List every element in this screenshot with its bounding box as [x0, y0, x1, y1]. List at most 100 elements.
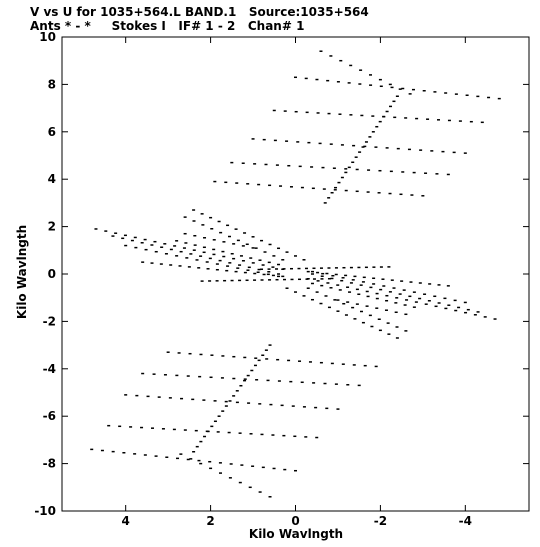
- uv-point: [465, 94, 469, 97]
- uv-point: [310, 273, 314, 275]
- uv-point: [336, 284, 340, 286]
- uv-point: [224, 405, 228, 407]
- uv-point: [340, 176, 344, 179]
- uv-point: [218, 462, 222, 464]
- uv-point: [430, 150, 434, 152]
- uv-point: [355, 303, 359, 305]
- uv-point: [175, 255, 179, 257]
- uv-point: [272, 467, 276, 470]
- uv-point: [290, 278, 294, 281]
- uv-point: [375, 292, 379, 295]
- uv-point: [381, 278, 385, 280]
- uv-point: [192, 249, 196, 251]
- uv-point: [375, 125, 379, 128]
- uv-point: [403, 304, 407, 306]
- uv-point: [199, 462, 203, 465]
- uv-point: [217, 415, 221, 417]
- uv-point: [124, 394, 128, 396]
- uv-point: [323, 382, 327, 385]
- uv-point: [298, 165, 302, 168]
- uv-point: [333, 189, 337, 191]
- uv-point: [298, 360, 302, 362]
- uv-point: [454, 309, 458, 312]
- uv-point: [280, 404, 284, 407]
- uv-point: [291, 405, 295, 407]
- uv-point: [348, 291, 352, 293]
- uv-point: [359, 284, 363, 286]
- uv-point: [118, 425, 122, 428]
- uv-point: [236, 239, 240, 242]
- uv-point: [446, 285, 450, 287]
- uv-point: [341, 277, 345, 279]
- uv-point: [294, 469, 297, 472]
- uv-point: [213, 400, 217, 402]
- uv-point: [408, 93, 412, 95]
- uv-point: [398, 293, 402, 295]
- uv-point: [134, 246, 138, 249]
- uv-point: [266, 273, 270, 276]
- uv-point: [241, 260, 245, 262]
- uv-point: [441, 150, 445, 153]
- uv-point: [408, 295, 412, 298]
- uv-point: [359, 69, 363, 71]
- uv-point: [314, 406, 318, 409]
- uv-point: [210, 354, 214, 356]
- uv-point: [308, 361, 312, 363]
- uv-point: [379, 266, 383, 268]
- uv-point: [296, 141, 300, 143]
- uv-point: [405, 299, 409, 301]
- uv-point: [261, 264, 265, 266]
- x-axis-title: Kilo Wavlngth: [249, 527, 343, 541]
- uv-point: [378, 78, 382, 81]
- uv-point: [369, 286, 373, 289]
- uv-point: [202, 251, 206, 254]
- uv-point: [277, 380, 281, 382]
- uv-point: [277, 275, 281, 278]
- uv-point: [392, 287, 396, 289]
- uv-point: [493, 318, 497, 320]
- uv-point: [321, 272, 325, 275]
- uv-point: [320, 284, 324, 287]
- uv-point: [437, 302, 441, 304]
- uv-point: [372, 266, 376, 268]
- uv-point: [338, 113, 342, 115]
- uv-point: [246, 269, 250, 271]
- uv-point: [366, 191, 370, 193]
- uv-point: [144, 248, 148, 251]
- uv-point: [316, 271, 320, 274]
- uv-point: [404, 330, 408, 332]
- uv-point: [232, 243, 236, 245]
- uv-point: [336, 408, 340, 410]
- uv-point: [423, 293, 427, 295]
- uv-point: [357, 384, 361, 387]
- uv-point: [371, 115, 375, 117]
- uv-point: [268, 344, 272, 346]
- axis-ticks: 10 8 6 4 2 0 -2 -4 -6 -8 -10 4 2 0 -2 -4: [34, 30, 529, 528]
- uv-point: [267, 261, 271, 264]
- uv-point: [241, 245, 245, 247]
- uv-point: [208, 257, 212, 260]
- uv-point: [268, 496, 272, 498]
- uv-point: [392, 100, 396, 103]
- uv-point: [319, 50, 323, 52]
- uv-point: [378, 329, 382, 332]
- uv-point: [268, 243, 272, 246]
- uv-point: [261, 354, 265, 357]
- uv-point: [293, 435, 297, 438]
- uv-point: [281, 275, 285, 278]
- uv-point: [258, 403, 262, 405]
- uv-point: [325, 407, 329, 410]
- uv-point: [346, 301, 350, 303]
- uv-point: [385, 294, 389, 297]
- uv-point: [433, 91, 437, 93]
- uv-point: [267, 271, 271, 273]
- uv-point: [377, 192, 381, 194]
- uv-point: [104, 230, 108, 232]
- uv-point: [251, 465, 255, 467]
- uv-point: [249, 433, 253, 435]
- uv-point: [226, 224, 230, 227]
- uv-point: [399, 193, 403, 196]
- uv-point: [289, 380, 293, 383]
- uv-point: [258, 491, 262, 493]
- uv-point: [401, 171, 405, 173]
